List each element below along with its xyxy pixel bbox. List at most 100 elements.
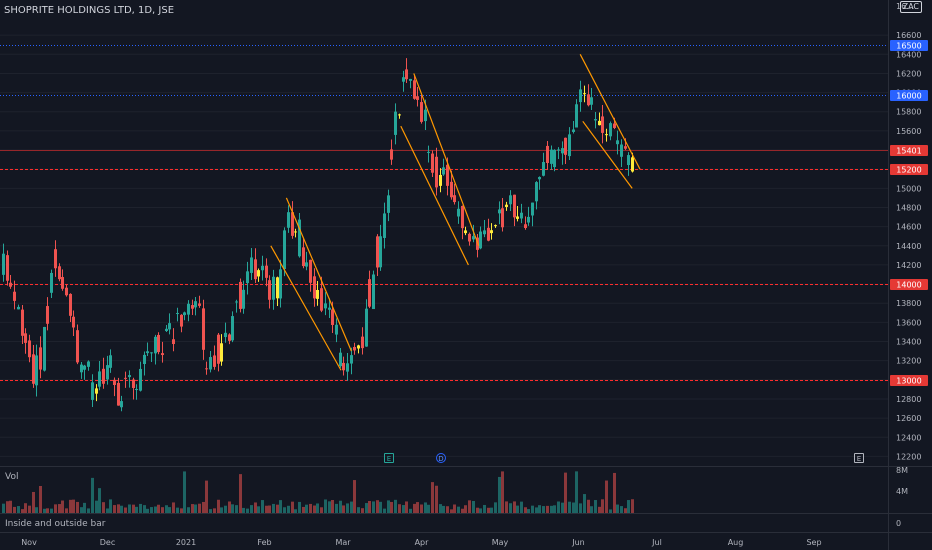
- volume-bar: [91, 477, 94, 513]
- volume-bar: [109, 499, 112, 513]
- volume-bar: [194, 504, 197, 513]
- volume-bar: [80, 507, 83, 513]
- volume-bar: [242, 507, 245, 513]
- volume-bar: [291, 501, 294, 513]
- candle-body: [394, 111, 397, 135]
- volume-bar: [616, 504, 619, 513]
- volume-bar: [95, 500, 98, 513]
- candle-body: [6, 255, 9, 281]
- volume-bar: [342, 505, 345, 513]
- candle-body: [213, 355, 216, 367]
- candle-body: [235, 301, 238, 303]
- candle-body: [143, 354, 146, 365]
- price-tick-label: 13600: [896, 318, 921, 327]
- volume-bar: [494, 502, 497, 513]
- candle-body: [572, 129, 575, 132]
- volume-bar: [361, 508, 364, 513]
- volume-bar: [54, 504, 57, 513]
- candle-body: [398, 114, 401, 116]
- volume-bar: [398, 504, 401, 513]
- time-tick-label: Nov: [21, 538, 37, 547]
- volume-bar: [228, 501, 231, 513]
- candle-body: [176, 313, 179, 315]
- candle-body: [168, 323, 171, 330]
- candle-body: [498, 209, 501, 214]
- candle-body: [457, 208, 460, 217]
- volume-bar: [561, 502, 564, 513]
- candle-body: [483, 230, 486, 235]
- candle-body: [132, 379, 135, 388]
- candle-body: [24, 333, 27, 343]
- volume-axis: 8M 4M 0: [896, 466, 908, 528]
- candle-body: [387, 195, 390, 213]
- price-label-tag: [890, 145, 928, 156]
- earnings-event-icon[interactable]: E: [384, 453, 394, 463]
- dividend-event-icon[interactable]: D: [436, 453, 446, 463]
- volume-bar: [313, 505, 316, 513]
- candle-body: [154, 336, 157, 354]
- candle-body: [553, 149, 556, 168]
- volume-bar: [168, 507, 171, 513]
- volume-bar: [191, 504, 194, 513]
- candle-body: [183, 312, 186, 316]
- candle-body: [464, 230, 467, 234]
- volume-bar: [176, 507, 179, 513]
- candle-body: [561, 148, 564, 154]
- candle-body: [379, 236, 382, 268]
- candle-body: [46, 306, 49, 324]
- candle-body: [298, 219, 301, 257]
- earnings-event-icon[interactable]: E: [854, 453, 864, 463]
- candle-body: [272, 276, 275, 300]
- price-label-tag: [890, 375, 928, 386]
- volume-bar: [39, 485, 42, 513]
- volume-bar: [69, 499, 72, 513]
- volume-bar: [627, 500, 630, 513]
- candle-body: [87, 361, 90, 367]
- volume-bar: [387, 500, 390, 513]
- candle-body: [575, 104, 578, 128]
- candle-body: [124, 377, 127, 379]
- volume-bar: [157, 504, 160, 513]
- volume-bar: [257, 506, 260, 513]
- candle-body: [13, 291, 16, 301]
- candle-body: [620, 144, 623, 157]
- candle-body: [265, 265, 268, 278]
- time-tick-label: Dec: [100, 538, 115, 547]
- candle-body: [601, 116, 604, 133]
- volume-bar: [376, 500, 379, 513]
- volume-bar: [368, 500, 371, 513]
- volume-bar: [439, 504, 442, 513]
- price-label-text: 13000: [896, 377, 921, 386]
- price-tick-label: 16600: [896, 31, 921, 40]
- price-tick-label: 14800: [896, 203, 921, 212]
- candle-body: [505, 204, 508, 207]
- candle-body: [472, 236, 475, 240]
- candle-body: [113, 379, 116, 386]
- candle-body: [405, 69, 408, 80]
- indicator-pane-label[interactable]: Inside and outside bar: [5, 519, 106, 529]
- price-tick-label: 13800: [896, 299, 921, 308]
- volume-bar: [446, 506, 449, 513]
- price-tick-label: 13200: [896, 357, 921, 366]
- trend-channel-line: [579, 54, 641, 170]
- candle-body: [487, 227, 490, 241]
- volume-bar: [365, 503, 368, 513]
- candle-body: [550, 149, 553, 164]
- volume-pane-label[interactable]: Vol: [5, 472, 19, 482]
- volume-bar: [394, 499, 397, 513]
- candle-body: [254, 259, 257, 280]
- volume-bar: [331, 499, 334, 513]
- candle-body: [172, 339, 175, 345]
- candle-body: [531, 202, 534, 216]
- volume-tick-label: 4M: [896, 487, 908, 496]
- volume-bar: [65, 508, 68, 513]
- candle-body: [609, 123, 612, 137]
- volume-bar: [583, 494, 586, 513]
- candle-body: [542, 162, 545, 176]
- symbol-title[interactable]: SHOPRITE HOLDINGS LTD, 1D, JSE: [4, 5, 175, 16]
- volume-bar: [217, 499, 220, 513]
- candle-body: [339, 352, 342, 367]
- volume-bar: [268, 505, 271, 513]
- volume-bar: [132, 504, 135, 513]
